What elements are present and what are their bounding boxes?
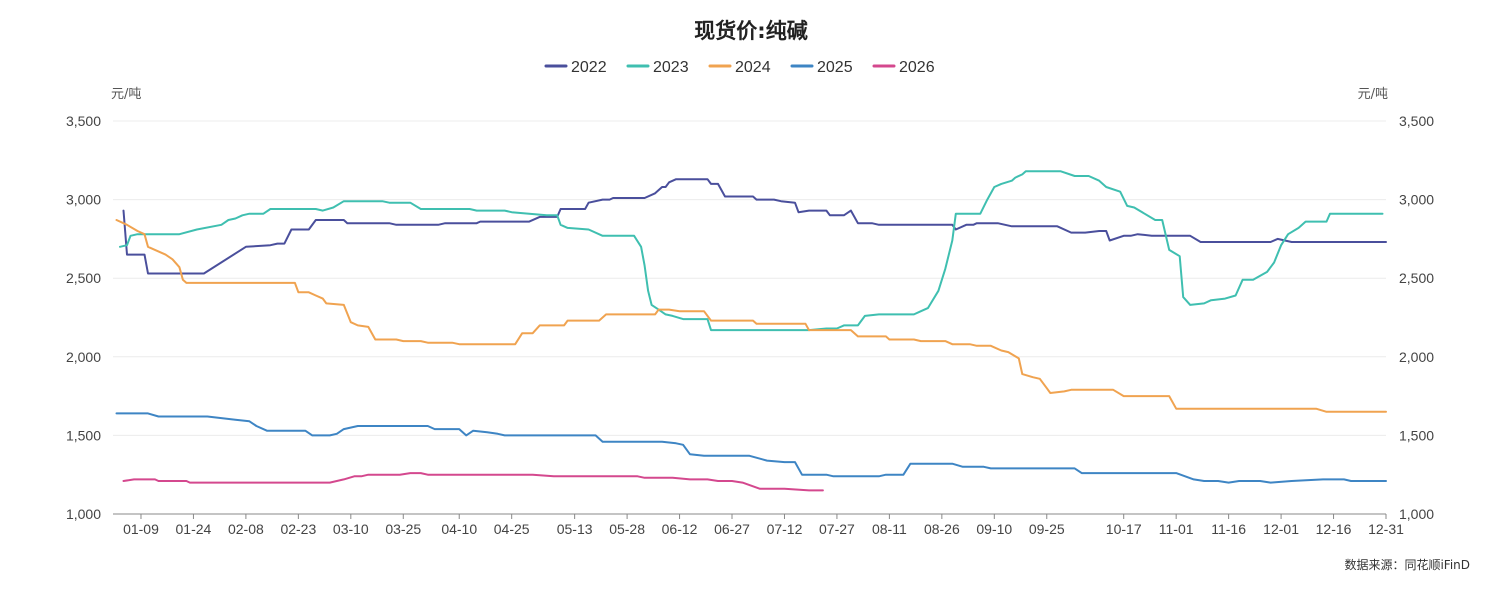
y-tick-label-left: 1,500 — [66, 427, 101, 443]
plot-area — [115, 170, 1387, 492]
y-axis-unit-right: 元/吨 — [1358, 87, 1388, 102]
legend-label: 2022 — [571, 59, 607, 76]
series-line-2026[interactable] — [122, 472, 824, 492]
y-tick-label-right: 2,000 — [1399, 349, 1434, 365]
y-tick-label-left: 3,000 — [66, 192, 101, 208]
y-tick-label-right: 1,500 — [1399, 427, 1434, 443]
x-tick-label: 05-28 — [609, 521, 645, 537]
x-tick-label: 09-25 — [1029, 521, 1065, 537]
legend-label: 2026 — [899, 59, 935, 76]
series-line-2023[interactable] — [119, 170, 1384, 332]
x-tick-label: 09-10 — [976, 521, 1012, 537]
legend[interactable]: 2022 2023 2024 2025 2026 — [544, 59, 935, 76]
chart-title: 现货价:纯碱 — [694, 19, 807, 43]
gridlines — [113, 120, 1386, 436]
series-line-2024[interactable] — [115, 219, 1387, 413]
x-tick-label: 06-12 — [662, 521, 698, 537]
x-axis: 01-09 01-24 02-08 02-23 03-10 03-25 04-10 04-25… — [113, 513, 1404, 537]
legend-item-2023[interactable]: 2023 — [626, 59, 689, 76]
x-tick-label: 11-01 — [1159, 521, 1194, 537]
y-tick-label-right: 1,000 — [1399, 506, 1434, 522]
x-tick-label: 04-25 — [494, 521, 530, 537]
legend-item-2026[interactable]: 2026 — [872, 59, 935, 76]
series-line-2025[interactable] — [115, 412, 1387, 484]
x-tick-label: 03-25 — [385, 521, 421, 537]
x-tick-label: 07-12 — [767, 521, 803, 537]
y-tick-label-left: 3,500 — [66, 113, 101, 129]
y-axis-right: 1,000 1,500 2,000 2,500 3,000 3,500 — [1399, 113, 1434, 522]
x-tick-label: 05-13 — [557, 521, 593, 537]
data-source: 数据来源：同花顺iFinD — [1344, 557, 1470, 572]
y-tick-label-right: 3,500 — [1399, 113, 1434, 129]
y-tick-label-right: 3,000 — [1399, 192, 1434, 208]
x-tick-label: 01-09 — [123, 521, 159, 537]
legend-label: 2024 — [735, 59, 771, 76]
x-tick-label: 02-23 — [280, 521, 316, 537]
y-axis-left: 1,000 1,500 2,000 2,500 3,000 3,500 — [66, 113, 101, 522]
legend-label: 2023 — [653, 59, 689, 76]
y-tick-label-right: 2,500 — [1399, 270, 1434, 286]
x-tick-label: 04-10 — [441, 521, 477, 537]
y-tick-label-left: 2,500 — [66, 270, 101, 286]
x-tick-label: 12-16 — [1316, 521, 1352, 537]
x-tick-label: 08-11 — [872, 521, 907, 537]
series-line-2022[interactable] — [122, 178, 1387, 275]
x-tick-label: 11-16 — [1211, 521, 1246, 537]
x-tick-label: 08-26 — [924, 521, 960, 537]
x-tick-label: 03-10 — [333, 521, 369, 537]
x-tick-label: 01-24 — [176, 521, 212, 537]
x-tick-label: 12-31 — [1368, 521, 1404, 537]
x-tick-label: 10-17 — [1106, 521, 1142, 537]
legend-label: 2025 — [817, 59, 853, 76]
x-tick-label: 06-27 — [714, 521, 750, 537]
legend-item-2025[interactable]: 2025 — [790, 59, 853, 76]
x-tick-label: 02-08 — [228, 521, 264, 537]
y-tick-label-left: 1,000 — [66, 506, 101, 522]
legend-item-2024[interactable]: 2024 — [708, 59, 771, 76]
x-tick-label: 07-27 — [819, 521, 855, 537]
y-axis-unit-left: 元/吨 — [111, 87, 141, 102]
x-tick-label: 12-01 — [1263, 521, 1299, 537]
y-tick-label-left: 2,000 — [66, 349, 101, 365]
legend-item-2022[interactable]: 2022 — [544, 59, 607, 76]
